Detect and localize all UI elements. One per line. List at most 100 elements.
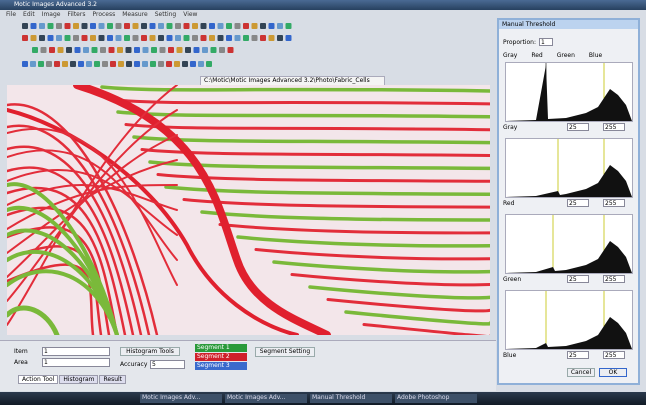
toolbar-icon[interactable] (132, 23, 139, 29)
field-value[interactable]: 1 (42, 347, 110, 356)
toolbar-icon[interactable] (210, 47, 217, 53)
toolbar-icon[interactable] (125, 47, 132, 53)
toolbar-icon[interactable] (149, 35, 156, 41)
channel-radio[interactable]: Gray (503, 52, 518, 59)
toolbar-icon[interactable] (226, 23, 232, 29)
toolbar-icon[interactable] (124, 35, 130, 41)
toolbar-icon[interactable] (285, 35, 292, 41)
toolbar-icon[interactable] (49, 47, 55, 53)
toolbar-icon[interactable] (277, 35, 283, 41)
toolbar-icon[interactable] (118, 61, 124, 67)
toolbar-icon[interactable] (102, 61, 108, 67)
toolbar-icon[interactable] (260, 35, 266, 41)
toolbar-icon[interactable] (158, 23, 164, 29)
toolbar-icon[interactable] (166, 61, 172, 67)
toolbar-icon[interactable] (202, 47, 208, 53)
toolbar-icon[interactable] (38, 61, 44, 67)
toolbar-icon[interactable] (94, 61, 100, 67)
toolbar-icon[interactable] (268, 23, 275, 29)
toolbar-icon[interactable] (73, 23, 79, 29)
segment-button[interactable]: Segment Setting (255, 347, 315, 357)
toolbar-icon[interactable] (134, 61, 140, 67)
channel-radio[interactable]: Blue (588, 52, 603, 59)
toolbar-icon[interactable] (22, 35, 28, 41)
toolbar-icon[interactable] (110, 61, 116, 67)
menu-item[interactable]: Edit (23, 11, 35, 18)
toolbar-icon[interactable] (47, 23, 54, 29)
toolbar-icon[interactable] (134, 47, 140, 53)
toolbar-icon[interactable] (132, 35, 139, 41)
toolbar-icon[interactable] (227, 47, 234, 53)
toolbar-icon[interactable] (115, 23, 122, 29)
toolbar-icon[interactable] (149, 23, 156, 29)
toolbar-icon[interactable] (73, 35, 79, 41)
toolbar-icon[interactable] (159, 47, 166, 53)
toolbar-icon[interactable] (90, 23, 96, 29)
toolbar-icon[interactable] (193, 47, 200, 53)
toolbar-icon[interactable] (107, 35, 113, 41)
taskbar-item[interactable]: Manual Threshold (310, 394, 392, 403)
menu-item[interactable]: View (183, 11, 198, 18)
toolbar-icon[interactable] (142, 61, 148, 67)
toolbar-icon[interactable] (124, 23, 130, 29)
toolbar-icon[interactable] (22, 61, 28, 67)
toolbar-icon[interactable] (141, 35, 147, 41)
toolbar-icon[interactable] (174, 61, 180, 67)
low-field[interactable]: 25 (567, 123, 589, 131)
panel-tab[interactable]: Result (99, 375, 127, 384)
low-field[interactable]: 25 (567, 199, 589, 207)
toolbar-icon[interactable] (183, 35, 190, 41)
toolbar-icon[interactable] (47, 35, 54, 41)
toolbar-icon[interactable] (151, 47, 157, 53)
toolbar-icon[interactable] (200, 23, 207, 29)
toolbar-icon[interactable] (185, 47, 191, 53)
toolbar-icon[interactable] (30, 23, 37, 29)
ok-button[interactable]: OK (599, 368, 627, 377)
toolbar-icon[interactable] (158, 61, 164, 67)
toolbar-icon[interactable] (200, 35, 207, 41)
high-field[interactable]: 255 (603, 351, 625, 359)
toolbar-icon[interactable] (243, 35, 249, 41)
toolbar-icon[interactable] (126, 61, 132, 67)
proportion-field[interactable]: 1 (539, 38, 553, 46)
taskbar-item[interactable]: Motic Images Adv... (140, 394, 222, 403)
segment-entry[interactable]: Segment 3 (195, 362, 247, 370)
toolbar-icon[interactable] (182, 61, 188, 67)
menu-item[interactable]: Process (92, 11, 116, 18)
toolbar-icon[interactable] (142, 47, 149, 53)
toolbar-icon[interactable] (22, 23, 28, 29)
toolbar-icon[interactable] (64, 35, 71, 41)
toolbar-icon[interactable] (209, 35, 215, 41)
toolbar-icon[interactable] (251, 35, 258, 41)
channel-radio[interactable]: Red (531, 52, 543, 59)
histogram-button[interactable]: Histogram Tools (120, 347, 180, 356)
high-field[interactable]: 255 (603, 199, 625, 207)
toolbar-icon[interactable] (150, 61, 156, 67)
toolbar-icon[interactable] (57, 47, 64, 53)
toolbar-icon[interactable] (74, 47, 81, 53)
toolbar-icon[interactable] (192, 35, 198, 41)
toolbar-icon[interactable] (268, 35, 275, 41)
toolbar-icon[interactable] (83, 47, 89, 53)
toolbar-icon[interactable] (108, 47, 115, 53)
toolbar-icon[interactable] (90, 35, 96, 41)
toolbar-icon[interactable] (39, 23, 45, 29)
accuracy-field[interactable]: 5 (150, 360, 185, 369)
menu-item[interactable]: Setting (154, 11, 177, 18)
toolbar-icon[interactable] (107, 23, 113, 29)
toolbar-icon[interactable] (78, 61, 84, 67)
menu-item[interactable]: Measure (122, 11, 148, 18)
cancel-button[interactable]: Cancel (567, 368, 595, 377)
field-value[interactable]: 1 (42, 358, 110, 367)
panel-tab[interactable]: Histogram (59, 375, 99, 384)
toolbar-icon[interactable] (30, 35, 37, 41)
toolbar-icon[interactable] (56, 35, 62, 41)
channel-radio[interactable]: Green (556, 52, 575, 59)
toolbar-icon[interactable] (192, 23, 198, 29)
toolbar-icon[interactable] (206, 61, 212, 67)
segment-entry[interactable]: Segment 1 (195, 344, 247, 352)
panel-tab[interactable]: Action Tool (18, 375, 59, 384)
toolbar-icon[interactable] (217, 23, 224, 29)
toolbar-icon[interactable] (46, 61, 52, 67)
toolbar-icon[interactable] (62, 61, 68, 67)
